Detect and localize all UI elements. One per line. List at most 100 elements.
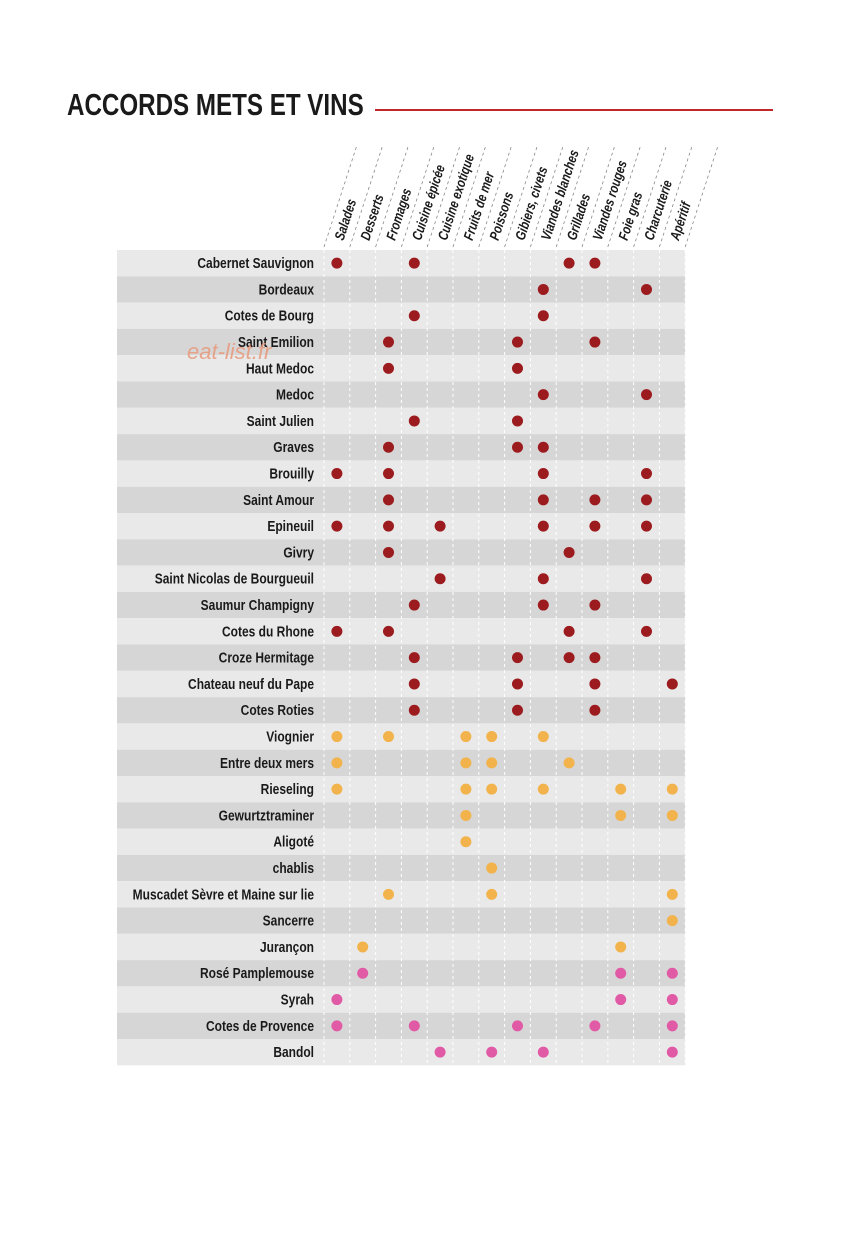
- pairing-dot: [512, 1020, 523, 1032]
- header-divider: [684, 144, 719, 248]
- pairing-dot: [331, 625, 343, 637]
- pairing-dot: [537, 283, 549, 295]
- pairing-dot: [331, 1020, 343, 1032]
- pairing-dot: [563, 546, 575, 558]
- pairing-dot: [589, 678, 601, 690]
- pairing-dot: [383, 731, 394, 743]
- pairing-dot: [666, 1020, 678, 1032]
- column-header: Salades: [332, 197, 360, 242]
- pairing-dot: [357, 967, 369, 979]
- wine-name: Rosé Pamplemouse: [200, 965, 314, 982]
- pairing-dot: [408, 257, 420, 269]
- wine-name: Cotes Roties: [241, 702, 314, 719]
- pairing-dot: [537, 1046, 549, 1058]
- pairing-dot: [383, 625, 394, 637]
- wine-name: Gewurtztraminer: [219, 807, 315, 824]
- watermark: eat-list.fr: [187, 339, 273, 364]
- pairing-dot: [666, 888, 678, 900]
- pairing-dot: [537, 599, 549, 611]
- wine-name: Saint Amour: [243, 492, 314, 509]
- wine-name: Brouilly: [269, 465, 314, 482]
- pairing-dot: [486, 888, 498, 900]
- wine-name: Graves: [273, 439, 314, 456]
- pairing-dot: [512, 678, 523, 690]
- pairing-dot: [383, 441, 394, 453]
- pairing-dot: [383, 362, 394, 374]
- pairing-dot: [641, 573, 652, 585]
- pairing-dot: [589, 520, 601, 532]
- pairing-dot: [537, 520, 549, 532]
- pairing-dot: [563, 257, 575, 269]
- pairing-dot: [641, 494, 652, 506]
- pairing-dot: [641, 468, 652, 480]
- wine-name: Muscadet Sèvre et Maine sur lie: [133, 886, 315, 903]
- pairing-dot: [331, 257, 343, 269]
- column-header: Desserts: [358, 192, 387, 242]
- pairing-dot: [666, 783, 678, 795]
- column-header: Apéritif: [667, 199, 695, 243]
- pairing-dot: [641, 520, 652, 532]
- wine-name: Haut Medoc: [246, 360, 314, 377]
- pairing-dot: [537, 389, 549, 401]
- wine-name: Syrah: [281, 991, 314, 1008]
- pairing-dot: [512, 652, 523, 664]
- pairing-dot: [666, 1046, 678, 1058]
- pairing-dot: [460, 731, 472, 743]
- pairing-dot: [460, 809, 472, 821]
- wine-name: Croze Hermitage: [219, 649, 315, 666]
- pairing-dot: [486, 757, 498, 769]
- pairing-dot: [486, 862, 498, 874]
- column-header: Grillades: [564, 192, 593, 242]
- pairing-dot: [666, 967, 678, 979]
- pairing-dot: [589, 336, 601, 348]
- pairing-dot: [434, 1046, 446, 1058]
- wine-name: Entre deux mers: [220, 755, 314, 772]
- pairing-dot: [331, 783, 343, 795]
- pairing-dot: [615, 941, 627, 953]
- pairing-dot: [537, 494, 549, 506]
- wine-name: Bandol: [273, 1044, 314, 1061]
- wine-name: Saint Nicolas de Bourgueuil: [155, 570, 314, 587]
- pairing-dot: [486, 783, 498, 795]
- pairing-dot: [641, 389, 652, 401]
- pairing-dot: [563, 757, 575, 769]
- pairing-dot: [408, 415, 420, 427]
- pairing-dot: [460, 757, 472, 769]
- pairing-dot: [434, 573, 446, 585]
- wine-name: chablis: [273, 860, 314, 877]
- wine-name: Rieseling: [261, 781, 314, 798]
- pairing-dot: [589, 652, 601, 664]
- pairing-dot: [331, 731, 343, 743]
- pairing-dot: [383, 546, 394, 558]
- pairing-dot: [615, 967, 627, 979]
- pairing-dot: [460, 836, 472, 848]
- pairing-dot: [615, 994, 627, 1006]
- pairing-dot: [641, 283, 652, 295]
- pairing-dot: [666, 809, 678, 821]
- pairing-dot: [589, 599, 601, 611]
- pairing-dot: [563, 625, 575, 637]
- pairing-dot: [331, 757, 343, 769]
- pairing-dot: [383, 520, 394, 532]
- pairing-dot: [641, 625, 652, 637]
- pairing-dot: [408, 704, 420, 716]
- pairing-dot: [666, 994, 678, 1006]
- wine-name: Jurançon: [260, 939, 314, 956]
- pairing-dot: [537, 468, 549, 480]
- wine-name: Cotes de Bourg: [225, 307, 314, 324]
- column-header: Poissons: [487, 190, 517, 242]
- wine-name: Saint Emilion: [238, 334, 314, 351]
- pairing-dot: [563, 652, 575, 664]
- pairing-dot: [666, 915, 678, 927]
- pairing-dot: [408, 1020, 420, 1032]
- pairing-dot: [512, 336, 523, 348]
- wine-name: Saint Julien: [247, 413, 314, 430]
- wine-name: Epineuil: [267, 518, 314, 535]
- pairing-dot: [589, 494, 601, 506]
- pairing-dot: [512, 362, 523, 374]
- wine-name: Viognier: [266, 728, 314, 745]
- wine-name: Cotes de Provence: [206, 1018, 314, 1035]
- pairing-dot: [537, 573, 549, 585]
- pairing-dot: [331, 994, 343, 1006]
- pairing-dot: [383, 468, 394, 480]
